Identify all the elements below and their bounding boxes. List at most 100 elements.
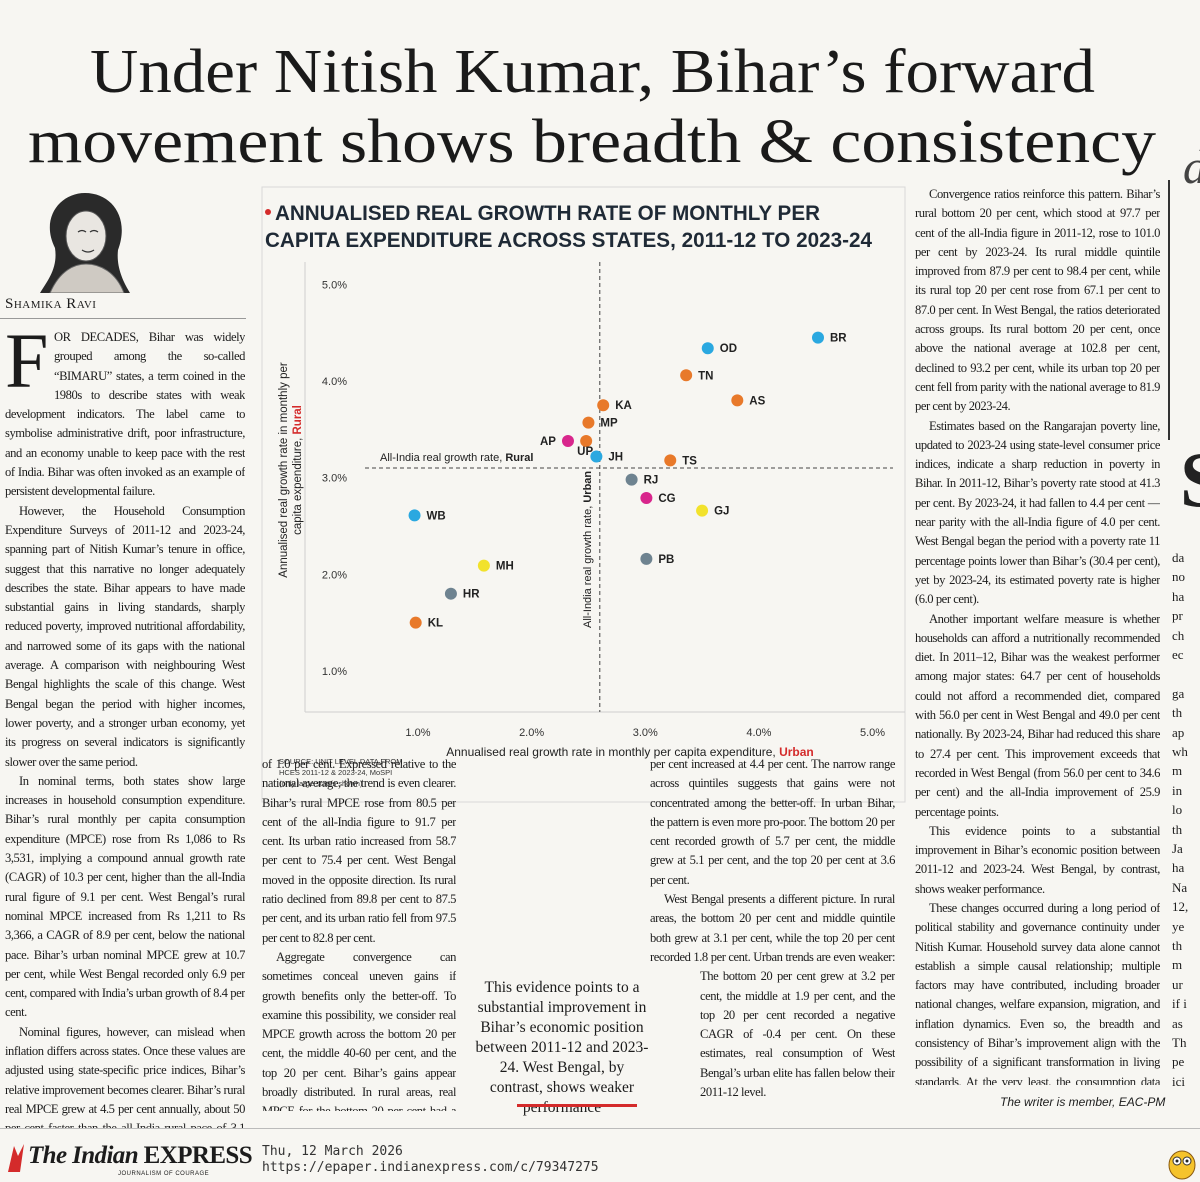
edge-fragment: th: [1172, 705, 1183, 721]
paragraph: However, the Household Consumption Expen…: [5, 503, 245, 769]
paragraph: West Bengal presents a different picture…: [650, 892, 895, 1100]
masthead: Under Nitish Kumar, Bihar’s forward move…: [28, 38, 1200, 185]
point: [664, 454, 677, 467]
point-label: TS: [682, 455, 697, 467]
edge-fragment: m: [1172, 957, 1183, 973]
point-label: AP: [540, 436, 556, 448]
edge-letter: d: [1183, 141, 1200, 185]
logo-mark: [8, 1144, 24, 1172]
byline: The writer is member, EAC-PM: [1000, 1095, 1166, 1109]
point: [477, 559, 490, 572]
edge-rule: [1168, 180, 1170, 440]
title-bullet: [265, 209, 271, 215]
point-label: MP: [600, 418, 618, 430]
y-axis-label-text: capita expenditure,: [292, 435, 304, 535]
point: [640, 492, 653, 505]
x-tick-label: 2.0%: [519, 727, 544, 739]
edge-fragment: th: [1172, 938, 1183, 953]
point-label: WB: [427, 510, 446, 522]
edge-fragment: as: [1172, 1015, 1183, 1031]
paragraph: In nominal terms, both states show large…: [5, 773, 245, 1020]
paragraph: Nominal figures, however, can mislead wh…: [5, 1024, 245, 1128]
footer-rule: [0, 1128, 1200, 1129]
point-label: MH: [496, 561, 514, 573]
article-column: F OR DECADES, Bihar was widely grouped am…: [5, 328, 245, 1128]
point: [444, 587, 457, 600]
point: [561, 434, 574, 447]
chart-title: CAPITA EXPENDITURE ACROSS STATES, 2011-1…: [265, 229, 872, 252]
reference-label-emphasis: Rural: [505, 452, 533, 464]
date: Thu, 12 March 2026: [262, 1144, 403, 1159]
edge-fragment: ur: [1172, 976, 1183, 992]
face: [65, 210, 107, 262]
paragraph: Convergence ratios reinforce this patter…: [915, 187, 1160, 414]
y-axis-label: capita expenditure, Rural: [292, 405, 304, 535]
headline: movement shows breadth & consistency: [28, 108, 1156, 176]
edge-fragment: if i: [1172, 996, 1187, 1012]
x-axis-label-emphasis: Urban: [779, 745, 814, 759]
point: [701, 342, 714, 355]
x-axis-label: Annualised real growth rate in monthly p…: [446, 745, 814, 759]
edge-fragment: pe: [1172, 1054, 1185, 1070]
point-label: PB: [658, 554, 674, 566]
y-tick-label: 3.0%: [322, 473, 347, 485]
paragraph: Another important welfare measure is whe…: [915, 611, 1160, 819]
point: [409, 616, 422, 629]
paragraph: Aggregate convergence can sometimes conc…: [262, 949, 456, 1111]
owl-icon: [1168, 1150, 1196, 1180]
edge-fragment: m: [1172, 763, 1183, 779]
x-axis-label-text: Annualised real growth rate in monthly p…: [446, 745, 779, 759]
owl-body: [1168, 1150, 1196, 1180]
owl-pupil: [1175, 1159, 1179, 1163]
edge-fragment: pr: [1172, 608, 1183, 624]
edge-fragment: ici: [1172, 1073, 1185, 1089]
edge-fragment: in: [1172, 782, 1183, 798]
edge-fragment: ch: [1172, 627, 1185, 643]
reference-label-text: All-India real growth rate,: [582, 503, 594, 628]
edge-fragment: ha: [1172, 860, 1185, 876]
edge-fragment: Th: [1172, 1035, 1187, 1050]
paragraph: This evidence points to a substantial im…: [915, 823, 1160, 896]
headline: Under Nitish Kumar, Bihar’s forward: [90, 38, 1095, 106]
author-name: Shamika Ravi: [5, 296, 97, 312]
point-label: AS: [749, 395, 765, 407]
point: [811, 331, 824, 344]
chart-frame: [261, 186, 906, 803]
point-label: CG: [658, 493, 675, 505]
source-note: (only large states shown): [279, 779, 363, 788]
point: [625, 473, 638, 486]
features: [77, 229, 99, 253]
point-label: TN: [698, 370, 713, 382]
y-axis-label-emphasis: Rural: [292, 405, 304, 434]
edge-fragment: Ja: [1172, 841, 1183, 856]
logo-tagline: JOURNALISM OF COURAGE: [118, 1171, 210, 1177]
paragraph: of 1.0 per cent. Expressed relative to t…: [262, 757, 456, 945]
edge-fragment: ye: [1172, 918, 1185, 934]
edge-fragment: da: [1172, 550, 1185, 565]
y-tick-label: 1.0%: [322, 666, 347, 678]
point: [696, 504, 709, 517]
point: [580, 434, 593, 447]
edge-fragment: lo: [1172, 802, 1183, 818]
source-note: SOURCE: UNIT LEVEL DATA FROM: [279, 757, 403, 766]
point-label: JH: [608, 451, 623, 463]
paragraph: Estimates based on the Rangarajan povert…: [915, 418, 1160, 607]
author-portrait: [40, 193, 130, 293]
edge-letter: S: [1180, 440, 1200, 520]
point: [680, 369, 693, 382]
edge-fragment: wh: [1172, 744, 1188, 759]
point-label: KL: [428, 618, 443, 630]
edge-fragment: 12,: [1172, 899, 1189, 915]
point-label: HR: [463, 589, 480, 601]
edge-fragment: ec: [1172, 647, 1184, 662]
pull-quote: This evidence points to a substantial im…: [475, 979, 649, 1116]
point: [590, 450, 603, 463]
y-tick-label: 5.0%: [322, 279, 347, 291]
article-column: Convergence ratios reinforce this patter…: [915, 185, 1160, 1085]
article-column: of 1.0 per cent. Expressed relative to t…: [262, 755, 456, 1111]
x-tick-label: 4.0%: [746, 727, 771, 739]
chart: ANNUALISED REAL GROWTH RATE OF MONTHLY P…: [261, 186, 906, 803]
source-note: HCES 2011-12 & 2023-24, MoSPI: [279, 768, 392, 777]
logo: The Indian EXPRESS: [28, 1142, 253, 1170]
